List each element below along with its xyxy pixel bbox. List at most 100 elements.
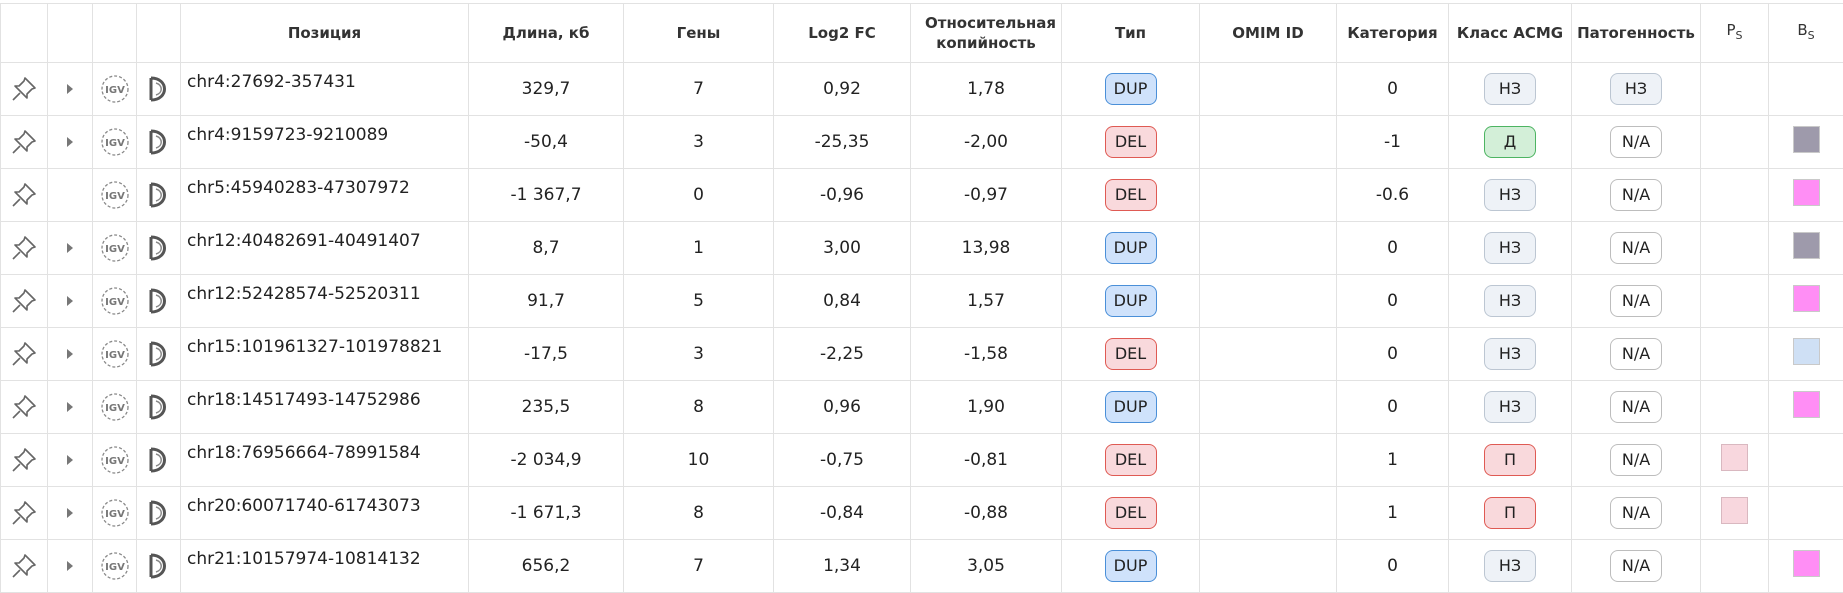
icon-cell: [48, 540, 93, 593]
length-cell: 656,2: [469, 540, 624, 593]
type-badge: DEL: [1105, 444, 1157, 476]
category-cell: 0: [1337, 222, 1449, 275]
position-cell: chr12:52428574-52520311: [181, 275, 469, 328]
pathogenicity-cell: N/A: [1572, 381, 1701, 434]
pin-button[interactable]: [1, 393, 47, 421]
header-cell[interactable]: Категория: [1337, 4, 1449, 63]
icon-cell: IGV: [93, 222, 137, 275]
header-cell[interactable]: OMIM ID: [1200, 4, 1337, 63]
rel-copy-cell: -0,88: [911, 487, 1062, 540]
icon-cell: IGV: [93, 63, 137, 116]
igv-button[interactable]: IGV: [93, 444, 136, 476]
icon-cell: IGV: [93, 116, 137, 169]
pin-button[interactable]: [1, 446, 47, 474]
header-cell[interactable]: Относительная копийность: [911, 4, 1062, 63]
header-cell[interactable]: Патогенность: [1572, 4, 1701, 63]
igv-button[interactable]: IGV: [93, 179, 136, 211]
header-cell[interactable]: PS: [1701, 4, 1769, 63]
pin-button[interactable]: [1, 181, 47, 209]
igv-button[interactable]: IGV: [93, 391, 136, 423]
igv-button[interactable]: IGV: [93, 232, 136, 264]
expand-button[interactable]: [48, 136, 92, 148]
header-sub: S: [1736, 29, 1743, 42]
pin-button[interactable]: [1, 234, 47, 262]
svg-text:IGV: IGV: [105, 509, 125, 520]
viewer-button[interactable]: [137, 444, 180, 476]
igv-button[interactable]: IGV: [93, 497, 136, 529]
header-cell[interactable]: Log2 FC: [774, 4, 911, 63]
ps-cell: [1701, 222, 1769, 275]
header-cell[interactable]: Класс ACMG: [1449, 4, 1572, 63]
pin-button[interactable]: [1, 340, 47, 368]
viewer-button[interactable]: [137, 391, 180, 423]
bs-swatch: [1793, 550, 1820, 577]
expand-button[interactable]: [48, 454, 92, 466]
pin-button[interactable]: [1, 552, 47, 580]
igv-button[interactable]: IGV: [93, 126, 136, 158]
header-cell[interactable]: BS: [1769, 4, 1843, 63]
header-cell[interactable]: Позиция: [181, 4, 469, 63]
header-cell: [93, 4, 137, 63]
viewer-button[interactable]: [137, 285, 180, 317]
igv-button[interactable]: IGV: [93, 338, 136, 370]
header-cell[interactable]: Тип: [1062, 4, 1200, 63]
icon-cell: [137, 540, 181, 593]
expand-button[interactable]: [48, 83, 92, 95]
acmg-badge: НЗ: [1484, 550, 1536, 582]
pin-button[interactable]: [1, 128, 47, 156]
expand-button[interactable]: [48, 401, 92, 413]
position-cell: chr18:14517493-14752986: [181, 381, 469, 434]
acmg-cell: НЗ: [1449, 328, 1572, 381]
bs-swatch: [1793, 391, 1820, 418]
expand-button[interactable]: [48, 242, 92, 254]
pathogenicity-badge: N/A: [1610, 391, 1662, 423]
rel-copy-cell: -2,00: [911, 116, 1062, 169]
viewer-button[interactable]: [137, 550, 180, 582]
viewer-button[interactable]: [137, 338, 180, 370]
acmg-cell: НЗ: [1449, 169, 1572, 222]
bs-cell: [1769, 222, 1843, 275]
viewer-button[interactable]: [137, 126, 180, 158]
igv-button[interactable]: IGV: [93, 73, 136, 105]
pin-button[interactable]: [1, 499, 47, 527]
acmg-cell: НЗ: [1449, 540, 1572, 593]
viewer-button[interactable]: [137, 73, 180, 105]
igv-button[interactable]: IGV: [93, 285, 136, 317]
category-cell: 1: [1337, 487, 1449, 540]
pin-button[interactable]: [1, 75, 47, 103]
cnv-table: Позиция Длина, кб Гены Log2 FC Относител…: [0, 3, 1843, 593]
header-cell[interactable]: Длина, кб: [469, 4, 624, 63]
omim-cell: [1200, 540, 1337, 593]
viewer-button[interactable]: [137, 179, 180, 211]
expand-button[interactable]: [48, 560, 92, 572]
viewer-button[interactable]: [137, 232, 180, 264]
bs-cell: [1769, 169, 1843, 222]
svg-text:IGV: IGV: [105, 403, 125, 414]
icon-cell: IGV: [93, 169, 137, 222]
expand-button[interactable]: [48, 507, 92, 519]
bs-cell: [1769, 434, 1843, 487]
icon-cell: [1, 434, 48, 487]
viewer-button[interactable]: [137, 497, 180, 529]
icon-cell: [1, 328, 48, 381]
icon-cell: [48, 328, 93, 381]
expand-button[interactable]: [48, 348, 92, 360]
svg-text:IGV: IGV: [105, 562, 125, 573]
rel-copy-cell: 3,05: [911, 540, 1062, 593]
header-cell[interactable]: Гены: [624, 4, 774, 63]
pathogenicity-cell: N/A: [1572, 487, 1701, 540]
icon-cell: [48, 381, 93, 434]
type-badge: DUP: [1105, 550, 1157, 582]
acmg-cell: НЗ: [1449, 275, 1572, 328]
pin-button[interactable]: [1, 287, 47, 315]
length-cell: 329,7: [469, 63, 624, 116]
igv-button[interactable]: IGV: [93, 550, 136, 582]
ps-cell: [1701, 487, 1769, 540]
category-cell: 0: [1337, 381, 1449, 434]
expand-button[interactable]: [48, 295, 92, 307]
